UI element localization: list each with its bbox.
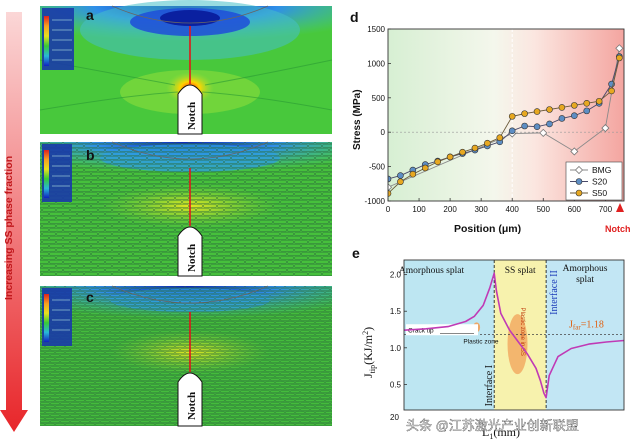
chart-d-point-s20 <box>533 123 541 130</box>
chart-d-point-bmg <box>539 128 548 137</box>
chart-e-xlabel: L1(mm) <box>482 425 520 441</box>
fea-panel-a: Notch a <box>39 0 333 135</box>
chart-d-xtick-label: 0 <box>386 205 391 214</box>
side-arrow: Increasing SS phase fraction <box>0 12 28 432</box>
chart-d-legend-label: BMG <box>592 165 611 175</box>
chart-d-point-s50 <box>484 139 491 147</box>
chart-e-jtip-curve <box>404 272 624 399</box>
chart-d: d 0 100 200 300 400 500 600 700 -1000 -500 0 500 100… <box>350 9 631 235</box>
chart-d-point-s50 <box>459 148 466 156</box>
chart-e-ylabel: Jtip(KJ/m2) <box>361 327 377 378</box>
notch-label-a: Notch <box>186 102 198 130</box>
chart-e-plastic-zone-label: Plastic zone <box>463 338 498 345</box>
chart-d-ytick-label: 1500 <box>367 25 385 34</box>
chart-d-point-s20 <box>397 172 404 179</box>
chart-e-region-label: splat <box>576 275 594 285</box>
chart-d-ytick-label: -1000 <box>365 197 386 206</box>
chart-d-point-bmg <box>601 124 610 133</box>
chart-e-xtick-label: 20 <box>390 413 399 422</box>
side-arrow-label: Increasing SS phase fraction <box>3 156 15 300</box>
chart-d-ytick-label: 500 <box>372 94 386 103</box>
chart-e-region-label: SS splat <box>505 266 536 276</box>
fea-panel-b: Notch b <box>40 141 332 277</box>
chart-d-ytick-label: 1000 <box>367 59 385 68</box>
chart-e-ytick-label: 2.0 <box>390 271 402 280</box>
chart-d-point-s50 <box>571 102 578 109</box>
chart-d-xtick-label: 100 <box>412 205 426 214</box>
chart-d-point-s50 <box>521 110 528 117</box>
chart-d-legend-label: S50 <box>592 188 607 198</box>
chart-d-point-s50 <box>616 54 623 62</box>
chart-e-frame <box>403 259 625 411</box>
chart-e-interface-1-label: Interface I <box>484 365 495 406</box>
chart-e-jfar-label: Jfar=1.18 <box>569 319 604 331</box>
fea-panel-c: Notch c <box>40 285 332 427</box>
chart-d-point-s20 <box>583 107 591 115</box>
chart-d-point-s50 <box>434 158 441 166</box>
chart-e-region-label: Amorphous splat <box>399 266 465 276</box>
chart-d-point-s50 <box>546 106 553 113</box>
chart-e-crack-tip-band <box>406 324 478 336</box>
chart-d-point-s20 <box>571 112 578 119</box>
panel-letter-b: b <box>86 147 95 163</box>
notch-label-b: Notch <box>186 244 198 272</box>
chart-d-point-s50 <box>446 153 454 161</box>
chart-d-ylabel: Stress (MPa) <box>352 89 363 150</box>
chart-d-point-s50 <box>508 113 516 120</box>
chart-d-letter: d <box>350 9 359 25</box>
chart-e-plastic-zone-ss-label: Plastic zone in SS <box>519 308 525 356</box>
chart-d-xtick-label: 500 <box>537 205 551 214</box>
chart-d-point-bmg <box>615 44 624 53</box>
chart-e-ytick-label: 1.0 <box>390 344 402 353</box>
chart-e-region-label: Amorphous <box>563 264 608 274</box>
chart-d-point-s20 <box>546 120 553 128</box>
chart-d-point-s50 <box>397 178 404 186</box>
chart-d-ytick-label: -500 <box>369 163 386 172</box>
panel-letter-c: c <box>86 289 94 305</box>
panel-letter-a: a <box>86 7 94 23</box>
chart-d-xtick-label: 600 <box>568 205 582 214</box>
chart-d-notch-label: Notch <box>605 224 631 234</box>
chart-d-point-s50 <box>421 164 429 172</box>
chart-e-ytick-label: 1.5 <box>390 307 402 316</box>
chart-d-xlabel: Position (μm) <box>454 223 521 235</box>
chart-e: e Amorphous splat SS splat Amorphoussplat … <box>352 245 625 441</box>
chart-d-point-s50 <box>608 87 615 95</box>
chart-d-point-s20 <box>388 175 392 183</box>
chart-d-point-s20 <box>558 115 566 122</box>
chart-d-legend-label: S20 <box>592 177 607 187</box>
chart-d-xtick-label: 700 <box>599 205 613 214</box>
chart-d-point-s50 <box>471 144 479 152</box>
chart-e-plastic-zone-ss <box>507 314 528 375</box>
chart-d-notch-marker <box>616 203 624 212</box>
chart-d-point-s50 <box>558 104 566 111</box>
chart-d-frame <box>387 28 625 202</box>
chart-d-xtick-label: 400 <box>506 205 520 214</box>
watermark: 头条 @江苏激光产业创新联盟 <box>406 418 579 433</box>
chart-d-point-s50 <box>409 170 417 178</box>
chart-d-point-bmg <box>570 147 579 156</box>
chart-d-point-bmg <box>388 183 393 192</box>
chart-d-point-s50 <box>533 108 541 115</box>
chart-e-crack-tip-label: Crack tip <box>408 328 434 335</box>
chart-d-point-s50 <box>595 97 603 105</box>
chart-d-point-s50 <box>496 134 504 142</box>
chart-d-point-s50 <box>388 190 392 197</box>
chart-e-letter: e <box>352 245 360 261</box>
notch-label-c: Notch <box>186 392 198 420</box>
chart-d-legend-marker <box>574 165 584 175</box>
chart-e-interface-2-label: Interface II <box>549 270 560 315</box>
chart-d-point-s20 <box>508 127 516 135</box>
chart-d-legend-marker <box>575 189 583 197</box>
chart-d-ytick-label: 0 <box>381 128 386 137</box>
chart-d-xtick-label: 200 <box>443 205 457 214</box>
chart-d-series-bmg-line <box>388 48 620 188</box>
chart-d-xtick-label: 300 <box>474 205 488 214</box>
chart-d-point-s20 <box>521 122 528 130</box>
chart-e-ytick-label: 0.5 <box>390 380 402 389</box>
chart-d-legend-marker <box>575 178 583 185</box>
chart-d-point-s50 <box>583 100 591 107</box>
